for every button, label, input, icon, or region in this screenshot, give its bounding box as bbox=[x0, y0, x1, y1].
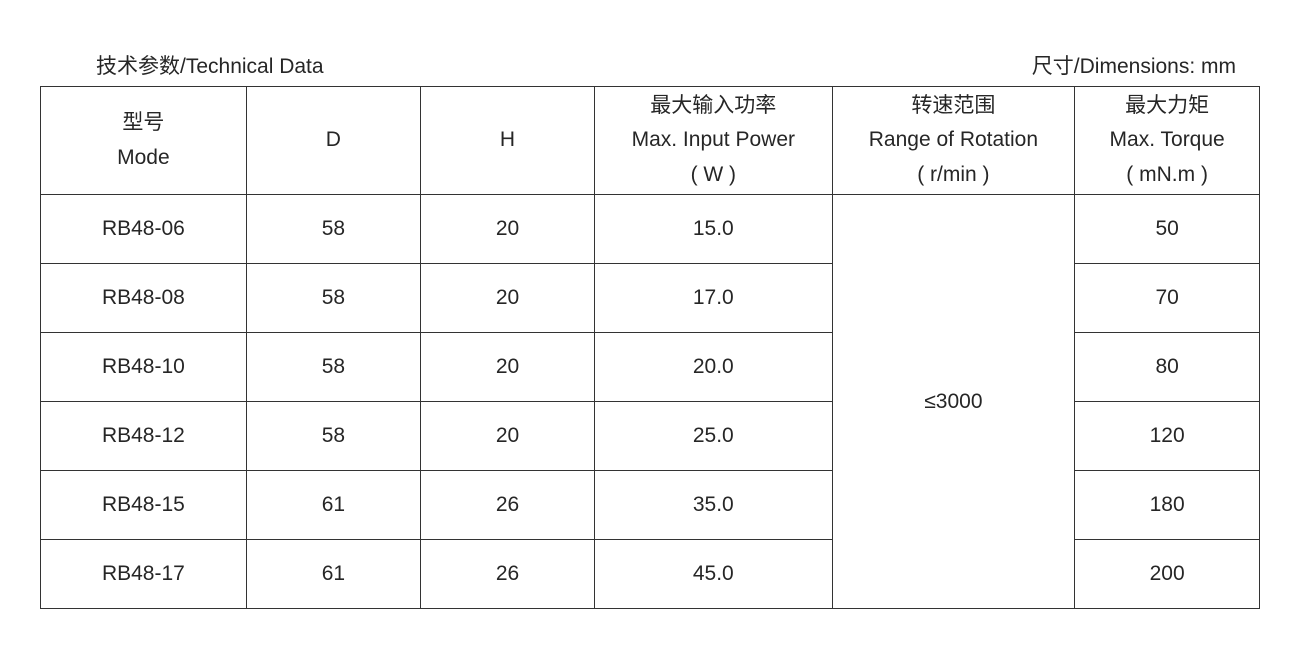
col-header-torque-line3: ( mN.m ) bbox=[1126, 163, 1208, 186]
cell-torque: 200 bbox=[1075, 540, 1260, 609]
cell-h: 20 bbox=[420, 264, 594, 333]
cell-mode: RB48-12 bbox=[41, 402, 247, 471]
cell-mode: RB48-06 bbox=[41, 195, 247, 264]
table-row: RB48-06 58 20 15.0 ≤3000 50 bbox=[41, 195, 1260, 264]
table-row: RB48-17 61 26 45.0 200 bbox=[41, 540, 1260, 609]
cell-power: 35.0 bbox=[595, 471, 832, 540]
cell-h: 20 bbox=[420, 333, 594, 402]
header-row: 型号 Mode D H 最大输入功率 Max. Input Power ( W … bbox=[41, 87, 1260, 195]
cell-mode: RB48-10 bbox=[41, 333, 247, 402]
cell-d: 58 bbox=[246, 402, 420, 471]
cell-rotation-merged: ≤3000 bbox=[832, 195, 1075, 609]
cell-power: 20.0 bbox=[595, 333, 832, 402]
col-header-mode-line1: 型号 bbox=[122, 111, 164, 134]
cell-power: 45.0 bbox=[595, 540, 832, 609]
cell-power: 17.0 bbox=[595, 264, 832, 333]
col-header-mode: 型号 Mode bbox=[41, 87, 247, 195]
caption-right: 尺寸/Dimensions: mm bbox=[1032, 50, 1236, 80]
col-header-rotation-line2: Range of Rotation bbox=[869, 128, 1038, 151]
cell-h: 26 bbox=[420, 471, 594, 540]
caption-row: 技术参数/Technical Data 尺寸/Dimensions: mm bbox=[40, 50, 1260, 86]
col-header-power-line2: Max. Input Power bbox=[632, 128, 795, 151]
col-header-d-label: D bbox=[326, 128, 341, 151]
cell-h: 20 bbox=[420, 195, 594, 264]
cell-power: 15.0 bbox=[595, 195, 832, 264]
col-header-h: H bbox=[420, 87, 594, 195]
col-header-rotation: 转速范围 Range of Rotation ( r/min ) bbox=[832, 87, 1075, 195]
col-header-rotation-line3: ( r/min ) bbox=[917, 163, 989, 186]
col-header-torque-line1: 最大力矩 bbox=[1125, 94, 1209, 117]
cell-h: 20 bbox=[420, 402, 594, 471]
cell-h: 26 bbox=[420, 540, 594, 609]
cell-d: 58 bbox=[246, 195, 420, 264]
table-row: RB48-15 61 26 35.0 180 bbox=[41, 471, 1260, 540]
cell-torque: 80 bbox=[1075, 333, 1260, 402]
col-header-d: D bbox=[246, 87, 420, 195]
cell-torque: 70 bbox=[1075, 264, 1260, 333]
table-row: RB48-08 58 20 17.0 70 bbox=[41, 264, 1260, 333]
cell-mode: RB48-08 bbox=[41, 264, 247, 333]
technical-data-table: 型号 Mode D H 最大输入功率 Max. Input Power ( W … bbox=[40, 86, 1260, 609]
cell-torque: 50 bbox=[1075, 195, 1260, 264]
cell-power: 25.0 bbox=[595, 402, 832, 471]
col-header-rotation-line1: 转速范围 bbox=[911, 94, 995, 117]
cell-torque: 180 bbox=[1075, 471, 1260, 540]
col-header-torque-line2: Max. Torque bbox=[1110, 128, 1225, 151]
cell-d: 58 bbox=[246, 333, 420, 402]
col-header-power-line3: ( W ) bbox=[691, 163, 736, 186]
col-header-torque: 最大力矩 Max. Torque ( mN.m ) bbox=[1075, 87, 1260, 195]
cell-mode: RB48-17 bbox=[41, 540, 247, 609]
cell-d: 58 bbox=[246, 264, 420, 333]
cell-d: 61 bbox=[246, 471, 420, 540]
col-header-h-label: H bbox=[500, 128, 515, 151]
cell-torque: 120 bbox=[1075, 402, 1260, 471]
table-row: RB48-10 58 20 20.0 80 bbox=[41, 333, 1260, 402]
cell-mode: RB48-15 bbox=[41, 471, 247, 540]
table-row: RB48-12 58 20 25.0 120 bbox=[41, 402, 1260, 471]
col-header-power-line1: 最大输入功率 bbox=[650, 94, 776, 117]
col-header-power: 最大输入功率 Max. Input Power ( W ) bbox=[595, 87, 832, 195]
cell-d: 61 bbox=[246, 540, 420, 609]
col-header-mode-line2: Mode bbox=[117, 146, 170, 169]
caption-left: 技术参数/Technical Data bbox=[96, 50, 324, 80]
table-container: 技术参数/Technical Data 尺寸/Dimensions: mm 型号… bbox=[0, 0, 1300, 649]
